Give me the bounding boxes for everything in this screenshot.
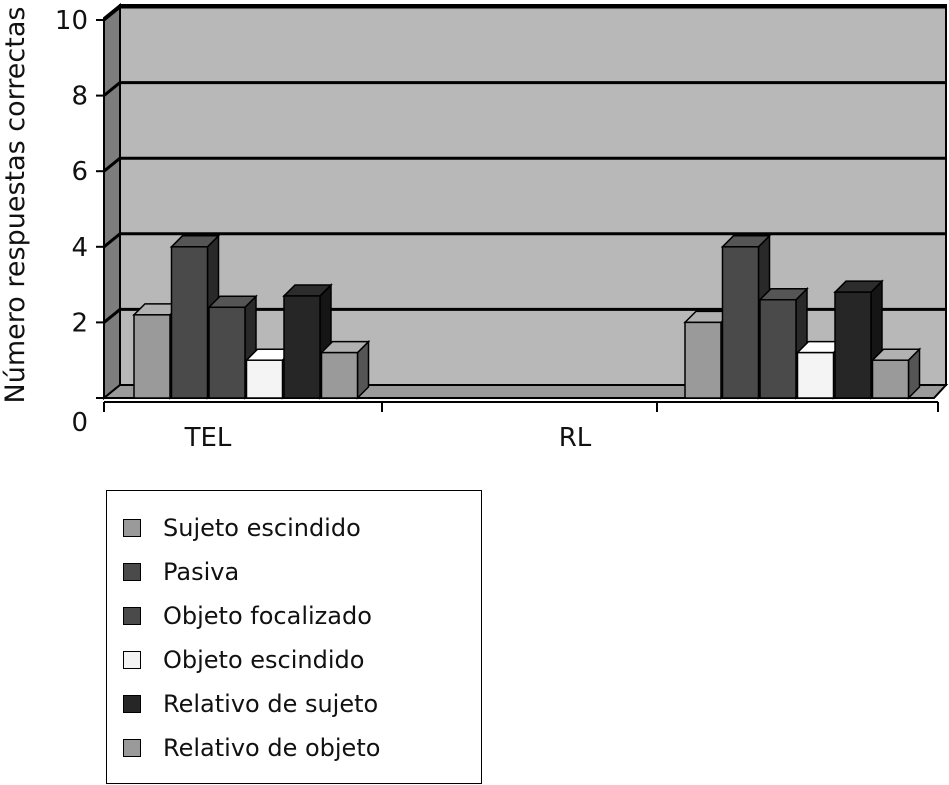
legend: Sujeto escindido Pasiva Objeto focalizado O… <box>106 490 482 784</box>
chart-walls <box>101 2 949 401</box>
legend-label: Relativo de sujeto <box>163 690 379 718</box>
legend-item: Sujeto escindido <box>123 514 361 542</box>
y-tick-label: 0 <box>71 408 88 438</box>
bar-front <box>320 351 359 399</box>
y-tick-label: 4 <box>71 233 88 263</box>
y-tick-label: 6 <box>71 157 88 187</box>
gridline-side <box>103 232 121 248</box>
legend-item: Pasiva <box>123 558 240 586</box>
legend-swatch <box>123 651 141 669</box>
bar-front <box>170 246 209 399</box>
legend-item: Objeto focalizado <box>123 602 372 630</box>
gridline-side <box>103 5 121 22</box>
x-tick-label: TEL <box>184 423 232 453</box>
bar <box>319 339 371 400</box>
gridlines <box>103 5 946 324</box>
bar-front <box>834 291 872 399</box>
legend-swatch <box>123 519 141 537</box>
y-axis-label: Número respuestas correctas <box>0 7 31 404</box>
gridline-side <box>103 157 121 173</box>
legend-label: Relativo de objeto <box>163 734 381 762</box>
side-wall <box>103 2 121 401</box>
bar-front <box>871 359 910 399</box>
legend-label: Objeto escindido <box>163 646 365 674</box>
bar-front <box>208 306 246 399</box>
bar-front <box>684 321 722 399</box>
bar <box>207 294 258 400</box>
legend-swatch <box>123 695 141 713</box>
bar-front <box>245 359 284 399</box>
y-tick-label: 2 <box>71 308 88 338</box>
y-tick-label: 8 <box>71 82 88 112</box>
bar <box>870 347 922 400</box>
back-wall <box>119 4 947 386</box>
bars <box>132 233 922 400</box>
legend-item: Relativo de sujeto <box>123 690 379 718</box>
bar-front <box>721 246 760 399</box>
x-tick-label: RL <box>559 423 592 453</box>
bar-chart: 0 2 4 6 8 10 TEL RL Número respuestas correctas <box>0 2 949 453</box>
bar-front <box>759 298 797 399</box>
gridline-side <box>103 81 121 97</box>
legend-item: Relativo de objeto <box>123 734 381 762</box>
legend-label: Objeto focalizado <box>163 602 372 630</box>
legend-swatch <box>123 563 141 581</box>
bar-front <box>796 351 835 399</box>
bar-front <box>283 295 321 399</box>
legend-swatch <box>123 607 141 625</box>
legend-swatch <box>123 739 141 757</box>
legend-item: Objeto escindido <box>123 646 365 674</box>
axes: 0 2 4 6 8 10 TEL RL <box>55 6 939 453</box>
legend-label: Pasiva <box>163 558 240 586</box>
y-tick-label: 10 <box>55 6 88 36</box>
gridline-side <box>103 308 121 324</box>
bar-front <box>133 314 171 399</box>
legend-label: Sujeto escindido <box>163 514 361 542</box>
